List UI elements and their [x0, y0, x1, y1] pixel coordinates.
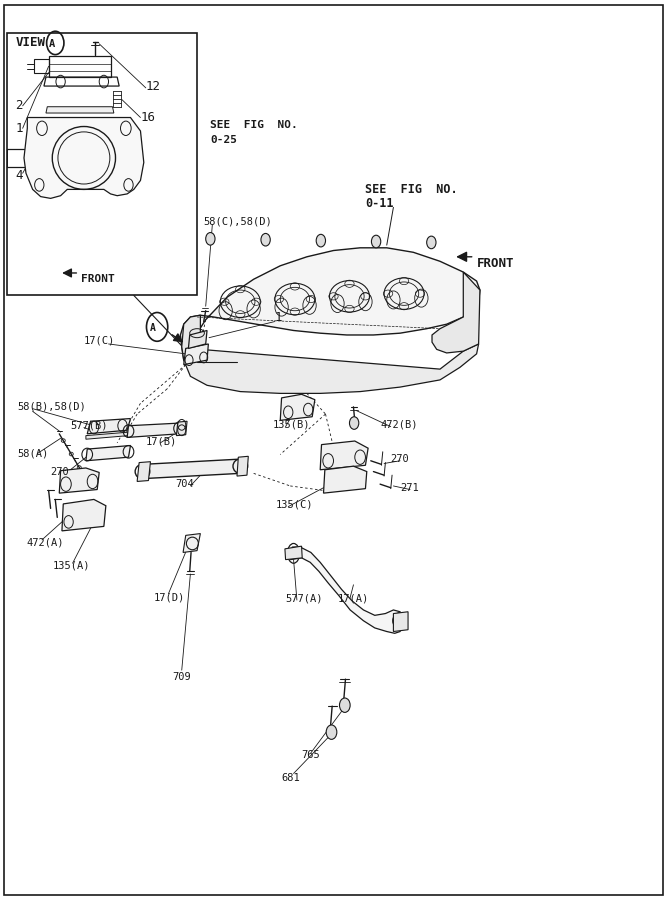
- Polygon shape: [188, 330, 207, 348]
- Polygon shape: [394, 612, 408, 632]
- Text: A: A: [149, 323, 155, 333]
- Circle shape: [340, 698, 350, 713]
- Polygon shape: [127, 423, 180, 437]
- Polygon shape: [46, 107, 114, 113]
- Text: 270: 270: [51, 466, 69, 477]
- Polygon shape: [141, 459, 242, 479]
- Text: 270: 270: [390, 454, 409, 464]
- Text: 135(B): 135(B): [272, 419, 309, 430]
- Bar: [7, 33, 197, 295]
- Polygon shape: [432, 272, 480, 353]
- Text: 704: 704: [175, 479, 195, 489]
- Text: A: A: [49, 39, 55, 49]
- Polygon shape: [62, 500, 106, 531]
- Polygon shape: [180, 248, 480, 360]
- Text: SEE  FIG  NO.: SEE FIG NO.: [210, 120, 298, 130]
- Polygon shape: [285, 546, 302, 560]
- Circle shape: [350, 417, 359, 429]
- Polygon shape: [181, 315, 200, 360]
- Circle shape: [326, 725, 337, 740]
- Text: 1: 1: [275, 311, 282, 324]
- Text: 2: 2: [15, 99, 23, 112]
- Polygon shape: [137, 462, 151, 482]
- Polygon shape: [323, 466, 367, 493]
- Polygon shape: [183, 344, 479, 393]
- Text: 472(B): 472(B): [380, 419, 418, 430]
- Text: 1: 1: [15, 122, 23, 135]
- Text: 17(C): 17(C): [84, 336, 115, 346]
- Text: FRONT: FRONT: [81, 274, 114, 284]
- Polygon shape: [290, 547, 404, 634]
- Text: 17(A): 17(A): [338, 593, 369, 603]
- Polygon shape: [86, 432, 130, 439]
- Polygon shape: [183, 344, 208, 364]
- Text: 4: 4: [15, 169, 23, 183]
- Text: 681: 681: [281, 773, 299, 783]
- Circle shape: [316, 234, 325, 247]
- Text: 58(A): 58(A): [17, 448, 49, 459]
- Polygon shape: [24, 118, 144, 198]
- Text: SEE  FIG  NO.: SEE FIG NO.: [366, 183, 458, 196]
- Polygon shape: [183, 534, 200, 553]
- Polygon shape: [280, 394, 315, 420]
- Text: FRONT: FRONT: [477, 257, 514, 271]
- Circle shape: [427, 236, 436, 248]
- Polygon shape: [320, 441, 368, 470]
- Polygon shape: [59, 468, 99, 493]
- Circle shape: [372, 235, 381, 248]
- Circle shape: [261, 233, 270, 246]
- Text: 17(D): 17(D): [154, 592, 185, 602]
- Text: 271: 271: [400, 482, 419, 492]
- Text: 58(C),58(D): 58(C),58(D): [203, 217, 272, 227]
- Text: 16: 16: [141, 111, 155, 124]
- Polygon shape: [86, 446, 131, 461]
- Text: 0-11: 0-11: [366, 197, 394, 211]
- Circle shape: [205, 232, 215, 245]
- Text: 472(A): 472(A): [26, 537, 63, 547]
- Text: 765: 765: [301, 750, 320, 760]
- Text: 577(B): 577(B): [71, 420, 108, 431]
- Text: VIEW: VIEW: [15, 36, 45, 50]
- Polygon shape: [237, 456, 248, 476]
- Text: 709: 709: [173, 672, 191, 682]
- Text: 12: 12: [146, 79, 161, 93]
- Text: 135(A): 135(A): [53, 561, 90, 571]
- Text: 577(A): 577(A): [285, 593, 323, 603]
- Text: 135(C): 135(C): [275, 500, 313, 509]
- Polygon shape: [87, 418, 131, 434]
- Text: 58(B),58(D): 58(B),58(D): [17, 402, 86, 412]
- Text: 17(B): 17(B): [146, 436, 177, 446]
- Text: 0-25: 0-25: [210, 135, 237, 145]
- Polygon shape: [176, 421, 187, 436]
